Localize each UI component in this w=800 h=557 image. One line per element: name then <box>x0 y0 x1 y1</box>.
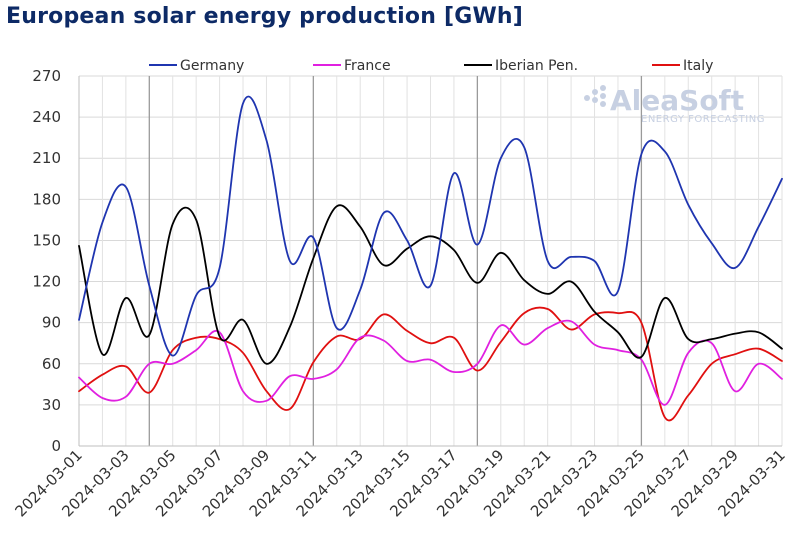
legend-label-iberian-pen: Iberian Pen. <box>495 58 578 74</box>
logo-subtext: ENERGY FORECASTING <box>641 114 765 125</box>
logo-text: AleaSoft <box>610 84 744 117</box>
logo-dot <box>592 89 598 95</box>
y-tick-label: 30 <box>42 396 61 414</box>
y-tick-label: 60 <box>42 355 61 373</box>
legend-label-italy: Italy <box>683 58 713 74</box>
series-line-italy <box>78 306 783 422</box>
chart-series <box>78 95 783 422</box>
chart-title: European solar energy production [GWh] <box>6 4 524 29</box>
y-tick-label: 150 <box>32 231 61 249</box>
series-line-germany <box>78 95 783 357</box>
y-tick-label: 240 <box>32 108 61 126</box>
series-line-iberian-pen <box>78 204 783 365</box>
logo-dot <box>600 85 606 91</box>
aleasoft-logo: AleaSoft ENERGY FORECASTING <box>584 84 765 125</box>
logo-dot <box>600 93 606 99</box>
chart-legend: Germany France Iberian Pen. Italy <box>149 58 713 74</box>
logo-dot <box>592 97 598 103</box>
legend-label-france: France <box>344 58 391 74</box>
legend-label-germany: Germany <box>180 58 244 74</box>
logo-dot <box>600 101 606 107</box>
y-tick-label: 180 <box>32 190 61 208</box>
y-tick-label: 270 <box>32 67 61 85</box>
chart-grid <box>79 75 783 446</box>
series-line-france <box>78 319 783 406</box>
y-tick-label: 0 <box>51 437 61 455</box>
y-tick-label: 210 <box>32 149 61 167</box>
chart-axes: 03060901201501802102402702024-03-012024-… <box>11 67 788 520</box>
logo-dot <box>584 95 590 101</box>
y-tick-label: 90 <box>42 314 61 332</box>
y-tick-label: 120 <box>32 273 61 291</box>
